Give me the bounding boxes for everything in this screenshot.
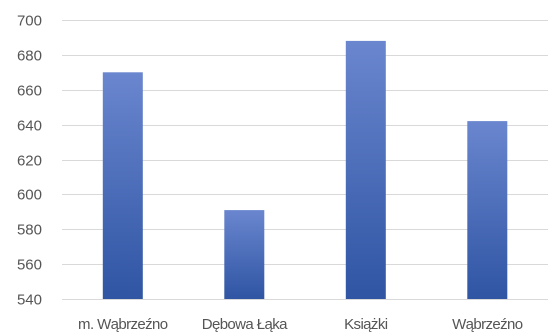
- y-tick-label: 600: [17, 187, 42, 204]
- bars: [102, 40, 508, 300]
- y-axis-ticks: 540 560 580 600 620 640 660 680 700: [17, 13, 42, 309]
- y-tick-label: 640: [17, 118, 42, 135]
- y-tick-label: 700: [17, 13, 42, 30]
- bar-0: [102, 72, 143, 299]
- y-tick-label: 660: [17, 83, 42, 100]
- bar-2: [345, 40, 386, 300]
- x-axis-labels: m. Wąbrzeźno Dębowa Łąka Książki Wąbrzeźno: [78, 316, 523, 333]
- bar-3: [467, 121, 508, 299]
- y-tick-label: 680: [17, 48, 42, 65]
- x-category-label: Dębowa Łąka: [202, 316, 288, 333]
- x-category-label: Książki: [344, 316, 388, 333]
- x-category-label: Wąbrzeźno: [452, 316, 523, 333]
- x-category-label: m. Wąbrzeźno: [78, 316, 168, 333]
- gridlines: [62, 20, 548, 300]
- y-tick-label: 620: [17, 153, 42, 170]
- y-tick-label: 560: [17, 257, 42, 274]
- bar-1: [224, 210, 265, 299]
- y-tick-label: 580: [17, 222, 42, 239]
- y-tick-label: 540: [17, 292, 42, 309]
